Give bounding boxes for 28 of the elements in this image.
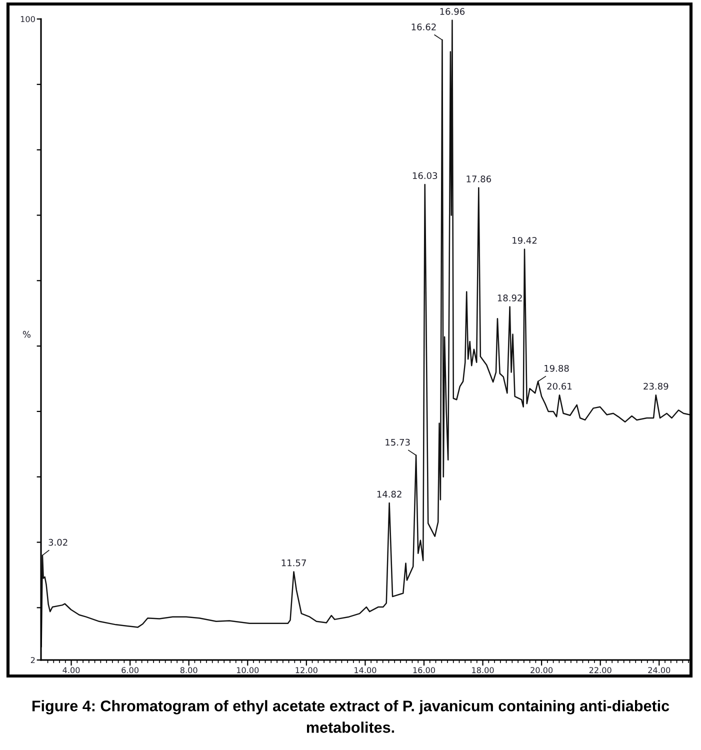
annotation: 23.89 xyxy=(644,382,668,390)
annotation: 14.82 xyxy=(377,490,402,498)
annotation: 18.92 xyxy=(498,294,522,302)
annotation: 17.86 xyxy=(466,175,492,182)
annotation: 20.61 xyxy=(547,382,572,390)
x-tick-label: 4.00 xyxy=(62,667,80,674)
annotation: 15.73 xyxy=(386,438,410,446)
x-tick-label: 8.00 xyxy=(180,667,198,674)
x-tick-label: 12.00 xyxy=(296,667,318,674)
annotation: 19.88 xyxy=(544,364,569,372)
x-tick-label: 24.00 xyxy=(648,667,670,674)
y-tick-label: 2 xyxy=(30,657,35,664)
x-tick-label: 6.00 xyxy=(122,667,138,674)
x-tick-label: 16.00 xyxy=(413,667,435,674)
y-tick-label: 100 xyxy=(20,16,35,22)
annotation: 11.57 xyxy=(282,560,306,566)
x-tick-label: 22.00 xyxy=(589,667,612,674)
y-axis-title: % xyxy=(22,330,31,338)
annotation: 19.42 xyxy=(512,236,537,244)
x-tick-label: 14.00 xyxy=(354,667,376,674)
x-tick-label: 18.00 xyxy=(472,667,494,674)
x-tick-label: 10.00 xyxy=(236,667,259,674)
annotation: 16.96 xyxy=(440,8,465,15)
annotation: 16.03 xyxy=(412,172,438,180)
x-tick-label: 20.00 xyxy=(530,667,553,674)
annotation: 16.62 xyxy=(412,24,436,30)
caption: Figure 4: Chromatogram of ethyl acetate extract of P. javanicum containing anti-diabetic metabolites. xyxy=(32,700,670,733)
annotation: 3.02 xyxy=(48,538,68,546)
